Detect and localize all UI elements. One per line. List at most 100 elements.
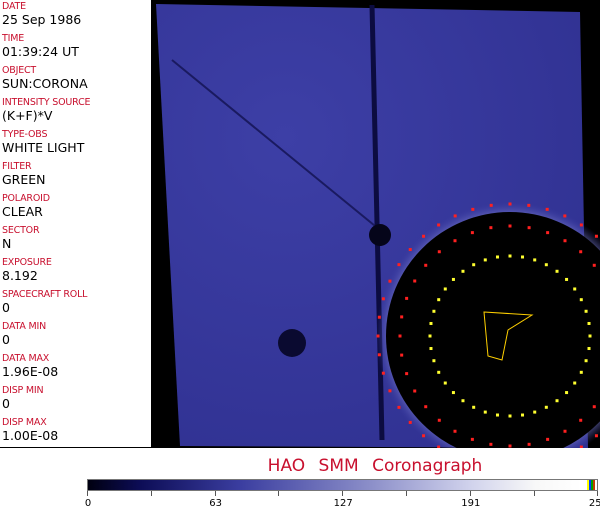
- grid-marker: [489, 442, 493, 446]
- grid-marker: [579, 418, 583, 422]
- field-label: DATE: [2, 1, 26, 12]
- field-value: 0: [2, 396, 10, 411]
- grid-marker: [483, 258, 487, 262]
- grid-marker: [422, 234, 426, 238]
- field-time: TIME 01:39:24 UT: [0, 32, 151, 64]
- grid-marker: [555, 399, 559, 403]
- colorbar-tick: [406, 491, 407, 496]
- grid-marker: [508, 444, 512, 448]
- grid-marker: [588, 334, 592, 338]
- field-value: GREEN: [2, 172, 46, 187]
- field-label: DISP MIN: [2, 385, 44, 396]
- grid-marker: [544, 405, 548, 409]
- grid-marker: [461, 269, 465, 273]
- colorbar: [87, 479, 598, 491]
- grid-marker: [555, 269, 559, 273]
- grid-marker: [405, 372, 409, 376]
- grid-marker: [533, 258, 537, 262]
- grid-marker: [584, 359, 588, 363]
- grid-marker: [521, 255, 525, 259]
- grid-marker: [508, 202, 512, 206]
- colorbar-tick-label: 127: [333, 498, 353, 509]
- grid-marker: [437, 250, 441, 254]
- field-object: OBJECT SUN:CORONA: [0, 64, 151, 96]
- colorbar-tick: [87, 491, 88, 496]
- grid-marker: [563, 239, 567, 243]
- field-label: DATA MAX: [2, 353, 50, 364]
- colorbar-tick-label: 63: [209, 498, 222, 509]
- field-exposure: EXPOSURE 8.192: [0, 256, 151, 288]
- grid-marker: [546, 437, 550, 441]
- grid-marker: [584, 309, 588, 313]
- info-panel: DATE 25 Sep 1986 TIME 01:39:24 UT OBJECT SUN:…: [0, 0, 152, 448]
- field-label: OBJECT: [2, 65, 37, 76]
- field-label: TIME: [2, 33, 25, 44]
- field-label: SPACECRAFT ROLL: [2, 289, 88, 300]
- field-date: DATE 25 Sep 1986: [0, 0, 151, 32]
- field-filter: FILTER GREEN: [0, 160, 151, 192]
- grid-marker: [579, 250, 583, 254]
- grid-marker: [527, 226, 531, 230]
- grid-marker: [521, 413, 525, 417]
- grid-marker: [508, 414, 512, 418]
- field-label: EXPOSURE: [2, 257, 52, 268]
- grid-marker: [451, 391, 455, 395]
- grid-marker: [437, 370, 441, 374]
- colorbar-tick: [533, 491, 535, 496]
- grid-marker: [495, 413, 499, 417]
- field-value: N: [2, 236, 12, 251]
- field-intensity-source: INTENSITY SOURCE (K+F)*V: [0, 96, 151, 128]
- grid-marker: [579, 445, 583, 449]
- grid-marker: [461, 399, 465, 403]
- field-type-obs: TYPE-OBS WHITE LIGHT: [0, 128, 151, 160]
- field-label: FILTER: [2, 161, 32, 172]
- field-label: DISP MAX: [2, 417, 47, 428]
- grid-marker: [470, 231, 474, 235]
- grid-marker: [437, 223, 441, 227]
- grid-marker: [453, 239, 457, 243]
- colorbar-tick: [214, 491, 216, 496]
- grid-marker: [508, 254, 512, 258]
- grid-marker: [563, 429, 567, 433]
- field-value: 8.192: [2, 268, 38, 283]
- grid-marker: [573, 287, 577, 291]
- grid-marker: [388, 279, 392, 283]
- grid-marker: [471, 207, 475, 211]
- grid-marker: [489, 203, 493, 207]
- grid-marker: [489, 226, 493, 230]
- grid-marker: [376, 334, 380, 338]
- grid-marker: [398, 334, 402, 338]
- field-value: SUN:CORONA: [2, 76, 88, 91]
- grid-marker: [472, 263, 476, 267]
- grid-marker: [451, 277, 455, 281]
- grid-marker: [408, 248, 412, 252]
- grid-marker: [592, 405, 596, 409]
- field-value: WHITE LIGHT: [2, 140, 85, 155]
- grid-marker: [397, 263, 401, 267]
- grid-marker: [437, 445, 441, 449]
- field-label: DATA MIN: [2, 321, 46, 332]
- grid-marker: [470, 437, 474, 441]
- grid-marker: [424, 405, 428, 409]
- field-value: 1.00E-08: [2, 428, 59, 443]
- grid-marker: [377, 315, 381, 319]
- grid-marker: [565, 277, 569, 281]
- field-disp-min: DISP MIN 0: [0, 384, 151, 416]
- occulter-disk: [386, 212, 600, 460]
- field-disp-max: DISP MAX 1.00E-08: [0, 416, 151, 448]
- field-sector: SECTOR N: [0, 224, 151, 256]
- field-spacecraft-roll: SPACECRAFT ROLL 0: [0, 288, 151, 320]
- grid-marker: [495, 255, 499, 259]
- grid-marker: [579, 298, 583, 302]
- grid-marker: [424, 263, 428, 267]
- colorbar-tick: [150, 491, 152, 496]
- colorbar-tick: [597, 491, 599, 496]
- grid-marker: [381, 297, 385, 301]
- grid-marker: [388, 389, 392, 393]
- grid-marker: [544, 263, 548, 267]
- field-value: 25 Sep 1986: [2, 12, 82, 27]
- colorbar-tick: [278, 491, 280, 496]
- colorbar-tick: [469, 491, 471, 496]
- colorbar-tick-label: 255: [588, 498, 600, 509]
- grid-marker: [437, 298, 441, 302]
